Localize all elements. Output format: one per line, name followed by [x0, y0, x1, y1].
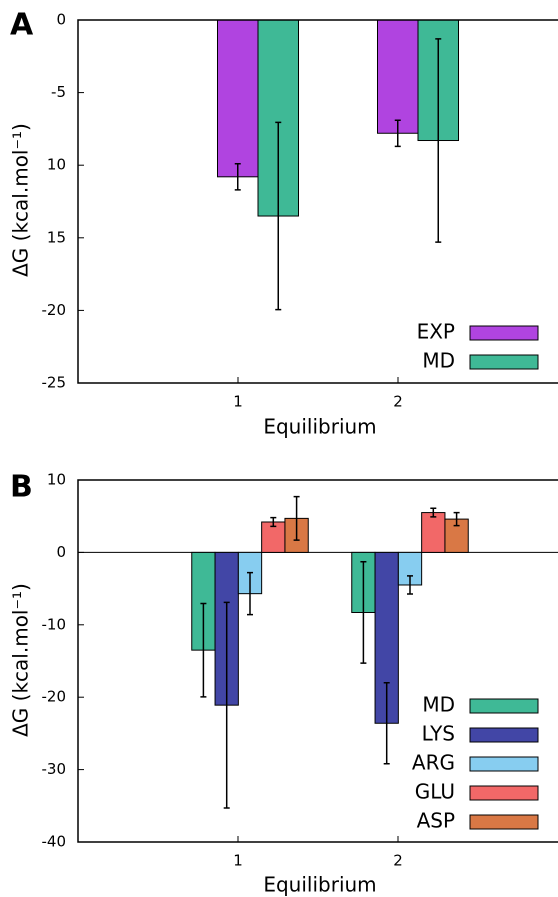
bar — [377, 19, 419, 134]
error-bar — [223, 601, 230, 809]
error-bar — [247, 571, 253, 616]
error-bar — [435, 38, 442, 243]
legend-label: LYS — [422, 722, 455, 746]
error-bar — [383, 681, 390, 765]
y-tick-label: -30 — [42, 760, 67, 778]
legend-swatch — [469, 698, 539, 714]
x-axis-label: Equilibrium — [263, 415, 376, 439]
x-tick-label: 2 — [393, 393, 403, 411]
legend-swatch — [469, 325, 539, 341]
y-tick-label: 0 — [56, 11, 66, 29]
y-tick-label: -5 — [51, 83, 66, 101]
legend-label: ARG — [412, 751, 455, 775]
y-tick-label: -20 — [42, 301, 67, 319]
error-bar — [360, 561, 367, 664]
legend-swatch — [469, 354, 539, 370]
legend-label: EXP — [417, 320, 455, 344]
y-axis-label: ΔG (kcal.mol⁻¹) — [9, 123, 33, 277]
legend-label: ASP — [417, 809, 455, 833]
y-tick-label: 0 — [56, 543, 66, 561]
legend-swatch — [469, 814, 539, 830]
panel-label: A — [10, 8, 34, 43]
error-bar — [200, 602, 207, 698]
error-bar — [453, 511, 460, 527]
x-tick-label: 2 — [393, 852, 403, 870]
error-bar — [394, 119, 401, 148]
axes-frame — [77, 479, 558, 843]
y-tick-label: -10 — [42, 615, 67, 633]
error-bar — [430, 507, 437, 518]
y-tick-label: 10 — [47, 156, 66, 174]
legend-label: MD — [422, 693, 455, 717]
legend-label: GLU — [415, 780, 455, 804]
bar — [217, 19, 259, 178]
y-tick-label: 10 — [47, 471, 66, 489]
error-bar — [275, 121, 282, 311]
panel-label: B — [10, 470, 33, 505]
error-bar — [234, 162, 241, 191]
y-tick-label: 15 — [47, 228, 66, 246]
legend-swatch — [469, 756, 539, 772]
legend-label: MD — [422, 349, 455, 373]
y-tick-label: -20 — [42, 688, 67, 706]
y-tick-label: -25 — [42, 374, 67, 392]
x-axis-label: Equilibrium — [263, 873, 376, 897]
error-bar — [293, 495, 300, 541]
y-tick-label: -40 — [42, 833, 67, 851]
legend-swatch — [469, 727, 539, 743]
error-bar — [407, 575, 413, 595]
error-bar — [270, 516, 277, 528]
x-tick-label: 1 — [233, 852, 243, 870]
x-tick-label: 1 — [233, 393, 243, 411]
bar — [421, 512, 446, 553]
axes-frame — [77, 19, 558, 384]
y-axis-label: ΔG (kcal.mol⁻¹) — [9, 583, 33, 737]
legend-swatch — [469, 785, 539, 801]
